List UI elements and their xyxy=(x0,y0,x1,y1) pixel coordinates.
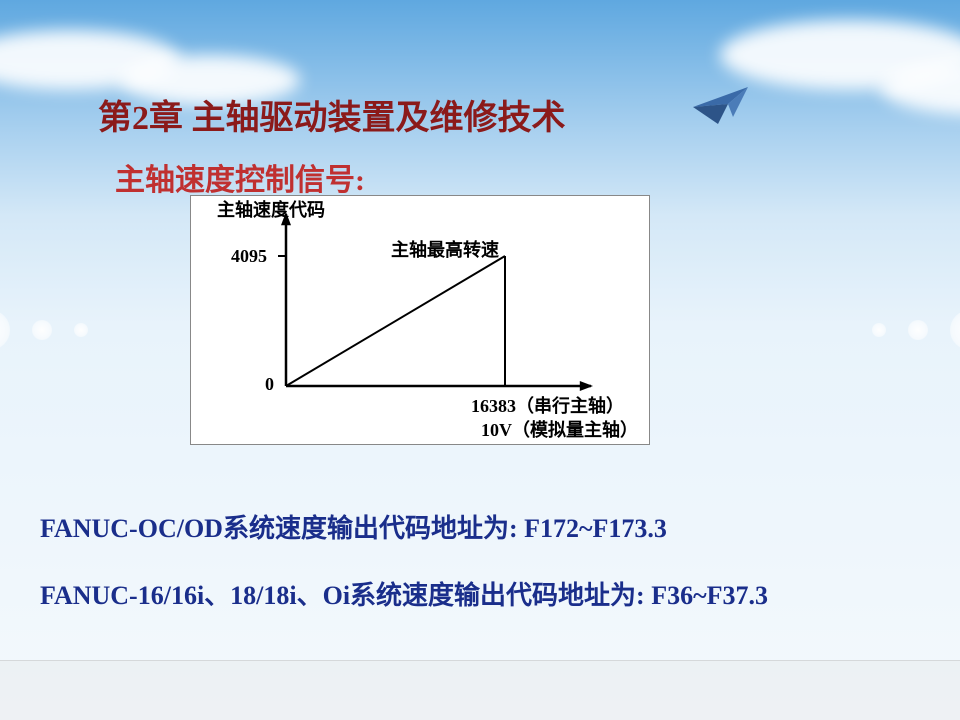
body-text-1: FANUC-OC/OD系统速度输出代码地址为: F172~F173.3 xyxy=(40,508,667,545)
chart-origin-label: 0 xyxy=(265,374,274,395)
bokeh-left xyxy=(0,300,100,360)
footer-bar xyxy=(0,660,960,720)
bokeh-right xyxy=(860,300,960,360)
slide-title: 第2章 主轴驱动装置及维修技术 xyxy=(98,90,566,139)
chart-ymax-label: 4095 xyxy=(231,246,267,267)
body-text-2: FANUC-16/16i、18/18i、Oi系统速度输出代码地址为: F36~F… xyxy=(40,575,768,612)
chart-y-axis-label: 主轴速度代码 xyxy=(217,196,325,222)
chart-container: 主轴速度代码 主轴最高转速 4095 0 16383（串行主轴） 10V（模拟量… xyxy=(190,195,650,445)
paper-plane-icon xyxy=(688,82,758,132)
chart-x-annotation: 主轴最高转速 xyxy=(391,236,499,262)
chart-xmax-label-2: 10V（模拟量主轴） xyxy=(481,416,638,442)
slide-subtitle: 主轴速度控制信号: xyxy=(115,155,365,199)
chart-xmax-label-1: 16383（串行主轴） xyxy=(471,392,624,418)
